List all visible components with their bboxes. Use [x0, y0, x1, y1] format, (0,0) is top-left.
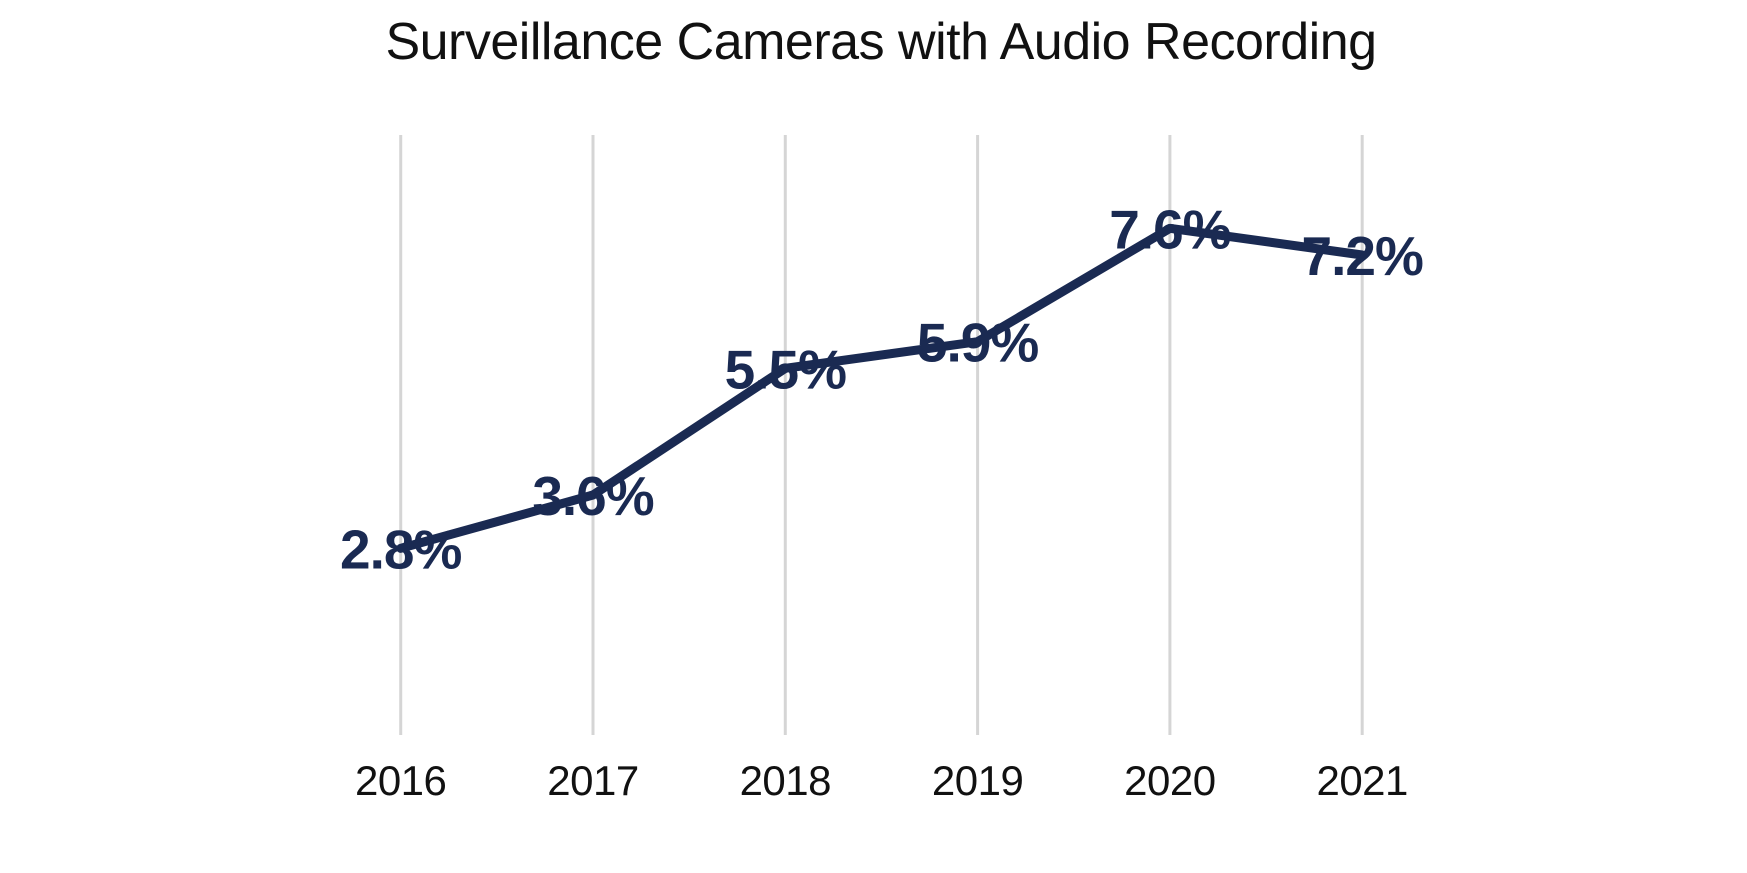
x-axis-tick-label: 2017 [547, 757, 638, 804]
data-point-label: 2.8% [340, 518, 461, 580]
x-axis-tick-label: 2018 [740, 757, 831, 804]
x-axis-tick-label: 2021 [1316, 757, 1407, 804]
trend-line [396, 223, 1367, 553]
chart-title: Surveillance Cameras with Audio Recordin… [385, 13, 1377, 71]
data-point-label: 7.2% [1302, 225, 1423, 287]
x-axis-tick-label: 2016 [355, 757, 446, 804]
x-axis-tick-label: 2020 [1124, 757, 1215, 804]
data-point-label: 5.5% [725, 338, 846, 400]
data-point-label: 7.6% [1109, 198, 1230, 260]
x-axis-tick-label: 2019 [932, 757, 1023, 804]
data-point-label: 3.6% [532, 465, 653, 527]
data-point-label: 5.9% [917, 312, 1038, 374]
